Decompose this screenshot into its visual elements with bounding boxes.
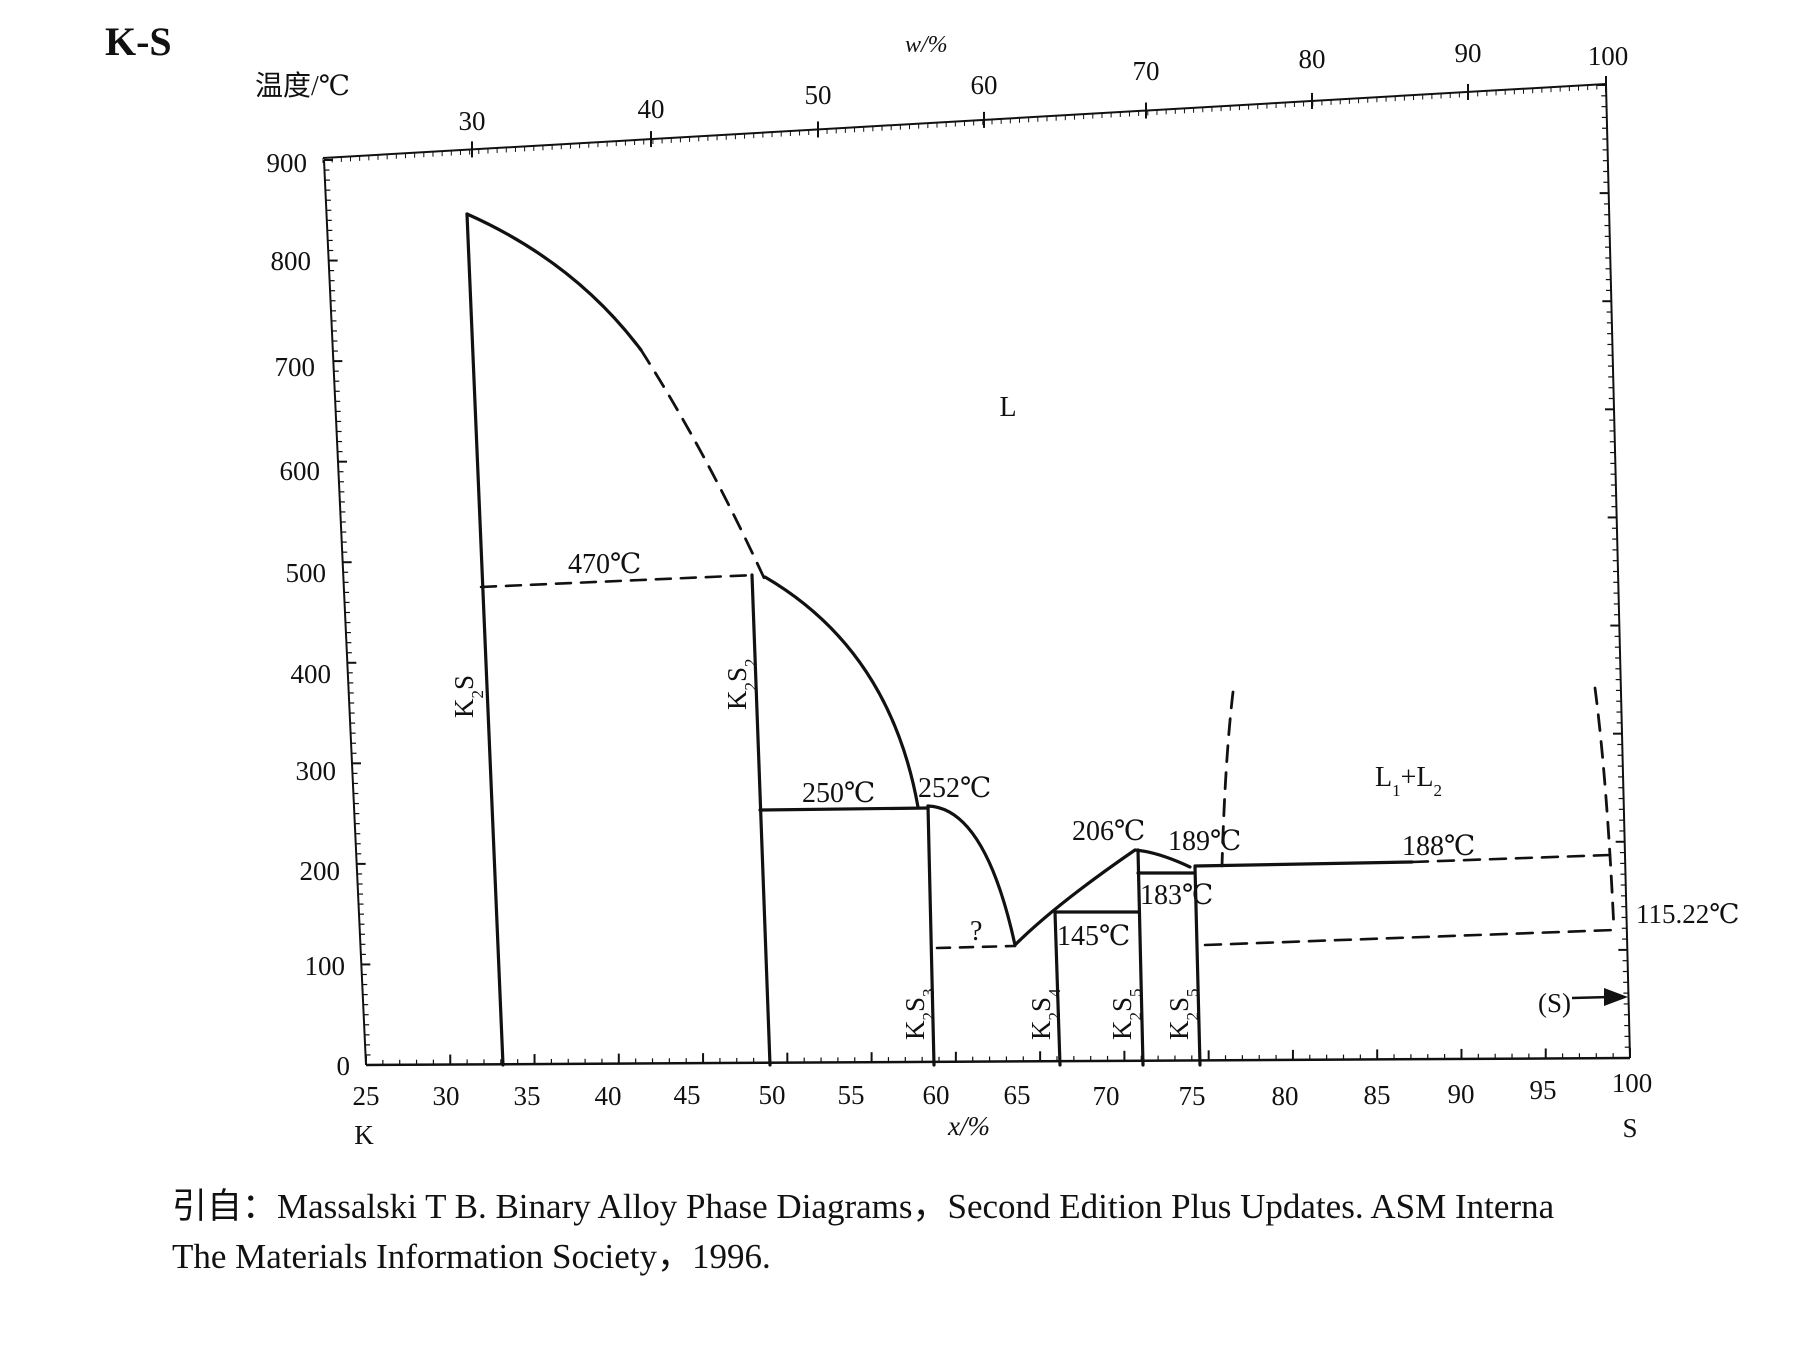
bottom-tick-label: 60 [923, 1080, 950, 1110]
bottom-tick-label: 35 [514, 1081, 541, 1111]
citation-line-1: 引自：Massalski T B. Binary Alloy Phase Dia… [172, 1187, 1555, 1226]
bottom-tick-label: 40 [595, 1081, 622, 1111]
bottom-tick-label: 55 [838, 1080, 865, 1110]
top-tick-label: 40 [638, 94, 665, 124]
k2s-compound-line [465, 212, 505, 1067]
k2s5-left-compound-line [1136, 848, 1145, 1067]
top-tick-label: 100 [1588, 41, 1629, 71]
eutectic-470-line [479, 573, 757, 589]
liquidus-curve-k2s-dashed [639, 348, 767, 582]
compound-label-k2s5: K2S5 [1107, 988, 1145, 1040]
temperature-183-label: 183℃ [1140, 880, 1213, 911]
k2s3-compound-line [926, 804, 936, 1067]
top-tick-label: 90 [1455, 38, 1482, 68]
temperature-252-label: 252℃ [918, 773, 991, 804]
left-tick-label: 500 [286, 558, 327, 588]
eutectic-unknown-dashed-line [935, 944, 1017, 950]
bottom-tick-label: 25 [353, 1081, 380, 1111]
liquid-region-label: L [999, 392, 1016, 423]
sulfur-arrowhead-icon [1604, 988, 1628, 1006]
temperature-250-label: 250℃ [802, 778, 875, 809]
top-tick-label: 80 [1299, 44, 1326, 74]
left-tick-label: 600 [280, 456, 321, 486]
bottom-tick-label: 95 [1530, 1075, 1557, 1105]
mass-fraction-axis-title: w/% [905, 32, 948, 58]
temperature-145-label: 145℃ [1057, 921, 1130, 952]
temperature-axis-title: 温度/℃ [255, 70, 350, 102]
left-tick-label: 300 [296, 756, 337, 786]
miscibility-gap-left-boundary [1220, 690, 1235, 868]
left-axis-tick-labels: 0 100 200 300 400 500 600 700 800 900 [267, 148, 351, 1081]
liquidus-curve-k2s3 [926, 804, 1017, 947]
left-tick-label: 100 [305, 951, 346, 981]
mole-fraction-axis-title: x/% [947, 1111, 990, 1141]
compound-labels: K2S K2S2 K2S3 K2S4 K2S5 K2S5 [449, 658, 1202, 1040]
sulfur-end-label: S [1622, 1113, 1637, 1143]
page-title: K-S [105, 19, 172, 64]
left-tick-label: 700 [275, 352, 316, 382]
bottom-tick-label: 85 [1364, 1080, 1391, 1110]
phase-boundaries [465, 212, 1616, 1067]
potassium-end-label: K [354, 1120, 374, 1150]
left-tick-label: 900 [267, 148, 308, 178]
top-axis-ticks [322, 76, 1607, 163]
sulfur-phase-label: (S) [1538, 988, 1571, 1018]
compound-label-k2s: K2S [449, 675, 487, 718]
top-tick-label: 30 [459, 106, 486, 136]
temperature-annotations: 470℃ 250℃ 252℃ 206℃ 189℃ 188℃ 183℃ 145℃ … [568, 549, 1739, 952]
left-tick-label: 400 [291, 659, 332, 689]
compound-label-k2s5-second: K2S5 [1164, 988, 1202, 1040]
liquidus-curve-k2s2 [763, 575, 920, 809]
left-tick-label: 800 [271, 246, 312, 276]
bottom-tick-label: 70 [1093, 1081, 1120, 1111]
left-tick-label: 0 [337, 1051, 351, 1081]
liquidus-curve-k2s4 [1013, 848, 1192, 947]
temperature-189-label: 189℃ [1168, 826, 1241, 857]
k2s5-right-compound-line [1193, 865, 1202, 1067]
left-axis-ticks [324, 84, 1630, 1066]
sulfur-arrow [1571, 988, 1628, 1006]
temperature-188-label: 188℃ [1402, 831, 1475, 862]
unknown-eutectic-label: ? [970, 916, 982, 947]
sulfur-arrow-line [1571, 995, 1611, 1000]
top-axis-tick-labels: 30 40 50 60 70 80 90 100 [459, 38, 1629, 136]
bottom-axis-tick-labels: 25 30 35 40 45 50 55 60 65 70 75 80 85 9… [353, 1068, 1653, 1111]
bottom-tick-label: 75 [1179, 1081, 1206, 1111]
liquidus-curve-k2s [465, 212, 643, 352]
monotectic-188-dashed-line [1410, 853, 1612, 864]
top-tick-label: 60 [971, 70, 998, 100]
eutectic-250-line [758, 806, 930, 812]
bottom-tick-label: 30 [433, 1081, 460, 1111]
bottom-tick-label: 45 [674, 1080, 701, 1110]
bottom-tick-label: 100 [1612, 1068, 1653, 1098]
citation-line-2: The Materials Information Society，1996. [172, 1237, 771, 1276]
bottom-tick-label: 80 [1272, 1081, 1299, 1111]
temperature-470-label: 470℃ [568, 549, 641, 580]
top-tick-label: 50 [805, 80, 832, 110]
bottom-axis [365, 1056, 1631, 1067]
temperature-115-label: 115.22℃ [1636, 899, 1739, 929]
bottom-tick-label: 65 [1004, 1080, 1031, 1110]
sulfur-transition-dashed-line [1203, 928, 1616, 947]
compound-label-k2s2: K2S2 [722, 658, 760, 710]
bottom-tick-label: 90 [1448, 1079, 1475, 1109]
k2s2-compound-line [750, 573, 772, 1067]
bottom-tick-label: 50 [759, 1080, 786, 1110]
left-tick-label: 200 [300, 856, 341, 886]
monotectic-188-line [1193, 860, 1414, 868]
miscibility-gap-right-boundary [1593, 686, 1616, 932]
bottom-axis-ticks [365, 1048, 1631, 1065]
top-tick-label: 70 [1133, 56, 1160, 86]
k2s4-compound-line [1053, 910, 1062, 1067]
two-liquid-region-label: L1+L2 [1375, 762, 1442, 800]
temperature-206-label: 206℃ [1072, 816, 1145, 847]
